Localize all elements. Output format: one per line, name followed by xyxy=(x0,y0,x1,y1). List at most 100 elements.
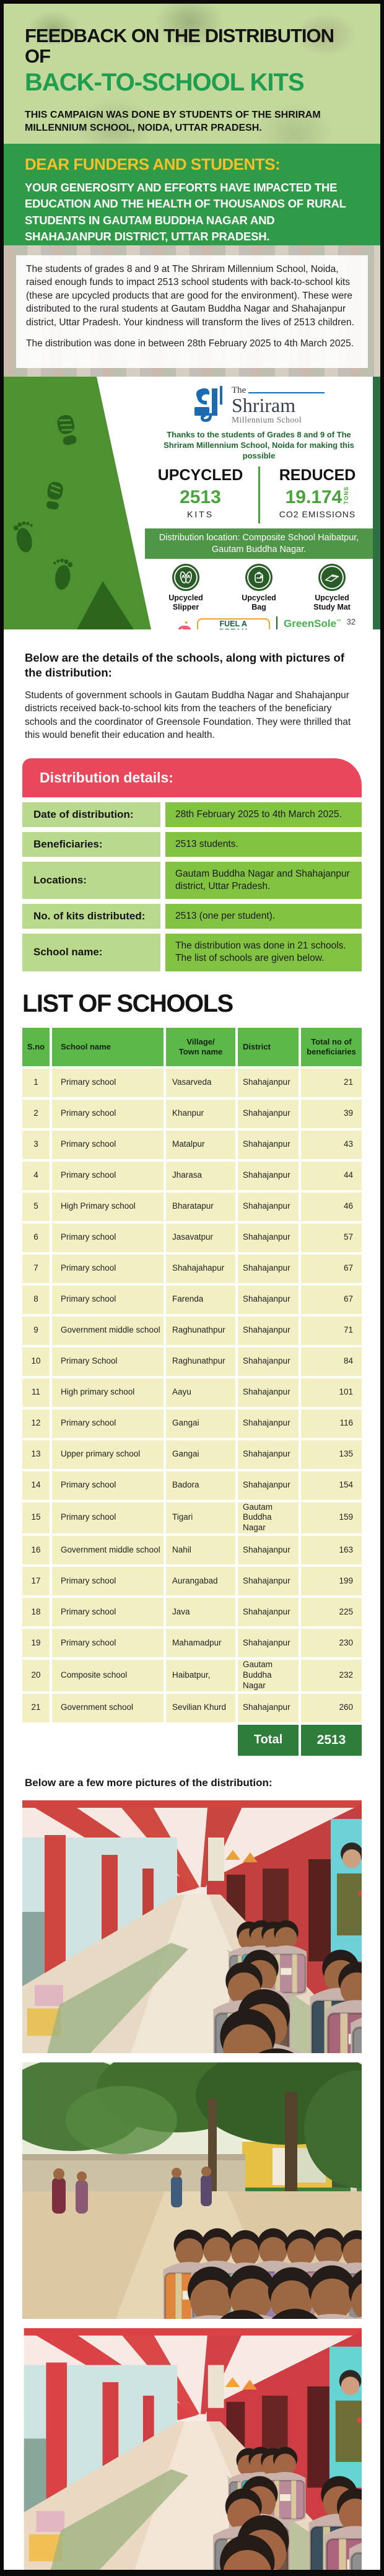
intro-photo-band: The students of grades 8 and 9 at The Sh… xyxy=(4,245,380,377)
cell-sno: 13 xyxy=(22,1440,50,1469)
upcycled-heading: UPCYCLED xyxy=(157,466,243,484)
reduced-heading: REDUCED xyxy=(279,466,356,484)
total-value: 2513 xyxy=(301,1724,362,1756)
table-row: 21 Government school Sevilian Khurd Shah… xyxy=(22,1693,362,1722)
cell-sno: 10 xyxy=(22,1347,50,1376)
table-row: 1 Primary school Vasarveda Shahajanpur 2… xyxy=(22,1068,362,1097)
cell-beneficiaries: 67 xyxy=(301,1254,362,1283)
column-header-sno: S.no xyxy=(22,1027,50,1066)
cell-sno: 1 xyxy=(22,1068,50,1097)
banner-message: YOUR GENEROSITY AND EFFORTS HAVE IMPACTE… xyxy=(25,181,346,243)
cell-school-name: Primary school xyxy=(52,1161,164,1190)
cell-beneficiaries: 67 xyxy=(301,1285,362,1314)
cell-school-name: High primary school xyxy=(52,1378,164,1407)
detail-label: School name: xyxy=(22,934,160,971)
cell-beneficiaries: 163 xyxy=(301,1536,362,1565)
corridor-scene xyxy=(22,1800,362,2053)
table-row: 11 High primary school Aayu Shahajanpur … xyxy=(22,1378,362,1407)
logo-rule xyxy=(248,392,325,394)
intro-text-box: The students of grades 8 and 9 at The Sh… xyxy=(16,255,368,368)
cell-sno: 18 xyxy=(22,1598,50,1627)
distribution-detail-row: School name: The distribution was done i… xyxy=(22,934,362,971)
cell-district: Shahajanpur xyxy=(238,1378,299,1407)
cell-village: Raghunathpur xyxy=(166,1347,235,1376)
cell-beneficiaries: 43 xyxy=(301,1130,362,1159)
cell-village: Bharatapur xyxy=(166,1192,235,1221)
fad-line1: FUEL A xyxy=(219,619,247,628)
details-paragraph: Students of government schools in Gautam… xyxy=(25,690,351,741)
table-row: 20 Composite school Haibatpur, Gautam Bu… xyxy=(22,1660,362,1691)
cell-village: Matalpur xyxy=(166,1130,235,1159)
distribution-detail-row: No. of kits distributed: 2513 (one per s… xyxy=(22,904,362,929)
cell-beneficiaries: 232 xyxy=(301,1660,362,1691)
card-right-stripe xyxy=(373,377,380,629)
cell-village: Aurangabad xyxy=(166,1567,235,1596)
page-title-line2: BACK-TO-SCHOOL KITS xyxy=(25,69,305,97)
cell-school-name: Primary school xyxy=(52,1409,164,1438)
detail-value: Gautam Buddha Nagar and Shahajanpur dist… xyxy=(165,861,362,900)
schools-section: LIST OF SCHOOLS S.no School name Village… xyxy=(22,990,362,1756)
cell-district: Shahajanpur xyxy=(238,1567,299,1596)
table-row: 8 Primary school Farenda Shahajanpur 67 xyxy=(22,1285,362,1314)
total-label: Total xyxy=(238,1724,299,1756)
table-row: 3 Primary school Matalpur Shahajanpur 43 xyxy=(22,1130,362,1159)
intro-paragraph-1: The students of grades 8 and 9 at The Sh… xyxy=(26,264,354,328)
schoolyard-scene xyxy=(22,2062,362,2319)
cell-village: Khanpur xyxy=(166,1099,235,1128)
intro-paragraph-2: The distribution was done in between 28t… xyxy=(26,338,354,349)
table-row: 2 Primary school Khanpur Shahajanpur 39 xyxy=(22,1099,362,1128)
cell-district: Gautam Buddha Nagar xyxy=(238,1502,299,1534)
cell-sno: 6 xyxy=(22,1223,50,1252)
detail-value: 2513 students. xyxy=(165,831,362,857)
cell-village: Nahil xyxy=(166,1536,235,1565)
cell-sno: 21 xyxy=(22,1693,50,1722)
cell-beneficiaries: 71 xyxy=(301,1316,362,1345)
upcycled-stat: UPCYCLED 2513 KITS xyxy=(154,467,247,524)
cell-school-name: Primary school xyxy=(52,1130,164,1159)
cell-sno: 17 xyxy=(22,1567,50,1596)
details-section: Below are the details of the schools, al… xyxy=(4,629,380,742)
cell-beneficiaries: 46 xyxy=(301,1192,362,1221)
column-header-village: Village/ Town name xyxy=(166,1027,235,1066)
cell-village: Jharasa xyxy=(166,1161,235,1190)
footprint-icons xyxy=(13,414,77,590)
kit-item-label: Upcycled Bag xyxy=(242,594,276,611)
kit-item-label: Upcycled Slipper xyxy=(168,594,203,611)
cell-school-name: Government middle school xyxy=(52,1316,164,1345)
table-row: 19 Primary school Mahamadpur Shahajanpur… xyxy=(22,1629,362,1658)
cell-school-name: Primary school xyxy=(52,1254,164,1283)
table-row: 10 Primary School Raghunathpur Shahajanp… xyxy=(22,1347,362,1376)
cell-sno: 8 xyxy=(22,1285,50,1314)
cell-sno: 9 xyxy=(22,1316,50,1345)
elephant-icon xyxy=(178,621,191,629)
cell-village: Aayu xyxy=(166,1378,235,1407)
hero-section: FEEDBACK ON THE DISTRIBUTION OF BACK-TO-… xyxy=(4,4,380,144)
cell-school-name: Primary school xyxy=(52,1567,164,1596)
cell-village: Java xyxy=(166,1598,235,1627)
partner-logos: FUEL A DREAM THE CROWDFUNDING PLATFORM G… xyxy=(145,616,373,629)
table-row: 9 Government middle school Raghunathpur … xyxy=(22,1316,362,1345)
cell-district: Shahajanpur xyxy=(238,1598,299,1627)
reduced-unit: CO2 EMISSIONS xyxy=(279,509,356,519)
cell-sno: 4 xyxy=(22,1161,50,1190)
fad-line2: DREAM xyxy=(203,628,264,629)
table-row: 6 Primary school Jasavatpur Shahajanpur … xyxy=(22,1223,362,1252)
cell-village: Shahajahapur xyxy=(166,1254,235,1283)
cell-school-name: Primary school xyxy=(52,1068,164,1097)
table-row: 14 Primary school Badora Shahajanpur 154 xyxy=(22,1471,362,1500)
cell-district: Shahajanpur xyxy=(238,1471,299,1500)
schools-table-body: 1 Primary school Vasarveda Shahajanpur 2… xyxy=(22,1068,362,1722)
cell-school-name: Upper primary school xyxy=(52,1440,164,1469)
fuel-a-dream-wordmark: FUEL A DREAM xyxy=(196,618,270,629)
cell-village: Gangai xyxy=(166,1409,235,1438)
cell-school-name: Composite school xyxy=(52,1660,164,1691)
cell-village: Gangai xyxy=(166,1440,235,1469)
table-row: 12 Primary school Gangai Shahajanpur 116 xyxy=(22,1409,362,1438)
cell-village: Badora xyxy=(166,1471,235,1500)
more-pictures-heading: Below are a few more pictures of the dis… xyxy=(25,1776,273,1789)
kit-item-label: Upcycled Study Mat xyxy=(313,594,351,611)
cell-district: Shahajanpur xyxy=(238,1409,299,1438)
cell-school-name: Primary school xyxy=(52,1471,164,1500)
detail-label: Date of distribution: xyxy=(22,802,160,827)
